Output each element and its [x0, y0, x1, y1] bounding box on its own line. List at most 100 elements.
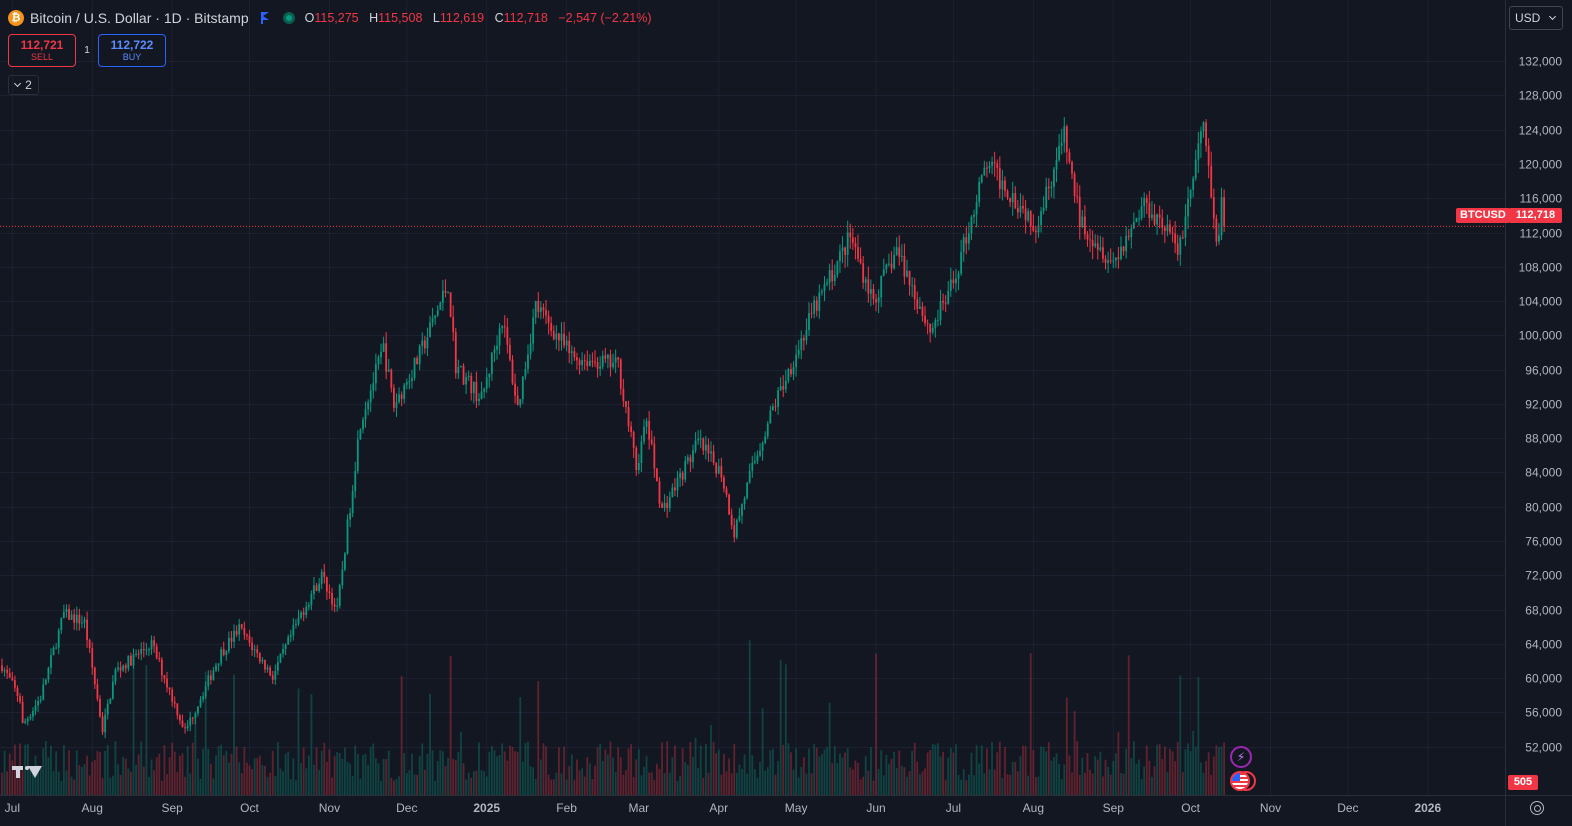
candle-body — [960, 251, 963, 274]
volume-bar — [604, 749, 607, 795]
volume-bar — [671, 757, 674, 795]
candle-body — [818, 292, 821, 311]
candle-body — [797, 349, 800, 355]
candle-body — [488, 373, 491, 378]
time-axis-pane[interactable] — [0, 795, 1505, 826]
candle-body — [648, 420, 651, 440]
volume-bar — [591, 779, 594, 795]
volume-bar — [916, 761, 919, 795]
volume-bar — [32, 771, 34, 795]
candle-body — [1032, 226, 1035, 231]
volume-bar — [679, 775, 681, 795]
event-lightning-icon[interactable]: ⚡ — [1230, 746, 1252, 768]
volume-bar — [75, 750, 78, 795]
candle-body — [52, 647, 55, 656]
candle-body — [385, 343, 388, 372]
buy-button[interactable]: 112,722 BUY — [98, 34, 166, 67]
candle-body — [839, 251, 841, 262]
economic-event-flag-icon[interactable] — [1230, 771, 1256, 791]
volume-bar — [967, 774, 970, 795]
indicators-toggle-button[interactable]: 2 — [8, 75, 39, 95]
candle-body — [931, 327, 934, 333]
volume-bar — [1194, 746, 1197, 795]
settings-gear-icon[interactable] — [1530, 801, 1544, 815]
candle-body — [423, 340, 426, 349]
candle-body — [83, 619, 86, 623]
market-status-icon[interactable] — [282, 12, 295, 24]
time-tick-label: Oct — [1181, 801, 1200, 815]
volume-bar — [594, 765, 596, 795]
volume-bar — [576, 759, 578, 795]
candle-body — [774, 406, 777, 408]
candle-body — [1127, 236, 1130, 238]
candle-body — [212, 670, 215, 680]
volume-bar — [148, 776, 150, 795]
candle-body — [738, 515, 741, 521]
volume-bar — [699, 745, 702, 795]
candle-body — [790, 368, 792, 375]
candle-body — [630, 426, 633, 433]
candle-body — [13, 680, 16, 688]
volume-bar — [369, 746, 372, 795]
volume-bar — [50, 745, 52, 795]
volume-bar — [939, 756, 942, 795]
candle-body — [50, 655, 52, 668]
volume-bar — [70, 776, 73, 795]
candle-body — [699, 438, 702, 440]
candle-body — [284, 644, 287, 649]
volume-bar — [960, 779, 963, 795]
candle-body — [594, 361, 596, 363]
volume-bar — [1050, 760, 1053, 795]
candle-body — [454, 332, 457, 374]
candle-body — [320, 571, 323, 584]
candle-body — [877, 297, 880, 303]
candle-body — [1163, 227, 1166, 232]
buy-label: BUY — [122, 52, 142, 62]
volume-bar — [202, 748, 205, 795]
price-tick-label: 64,000 — [1525, 638, 1562, 652]
candle-body — [380, 351, 382, 358]
volume-bar — [1060, 779, 1063, 795]
candle-body — [640, 441, 643, 463]
volume-bar — [808, 748, 810, 795]
volume-bar — [158, 753, 161, 795]
candle-body — [965, 237, 968, 244]
volume-bar — [844, 752, 847, 795]
candle-body — [676, 477, 679, 491]
volume-bar — [400, 676, 403, 795]
flag-icon[interactable] — [260, 12, 271, 24]
volume-bar — [488, 751, 491, 795]
tradingview-logo-icon[interactable] — [12, 764, 44, 780]
candle-body — [197, 706, 199, 714]
candle-body — [44, 679, 47, 685]
candle-body — [857, 247, 859, 259]
volume-bar — [712, 741, 715, 795]
candle-body — [1179, 237, 1182, 255]
candle-body — [1140, 206, 1143, 219]
candle-body — [1016, 208, 1019, 213]
volume-bar — [426, 753, 429, 795]
candle-body — [784, 380, 787, 390]
currency-select[interactable]: USD — [1509, 6, 1563, 30]
volume-bar — [336, 752, 339, 795]
candle-body — [625, 401, 627, 408]
symbol-title[interactable]: Bitcoin / U.S. Dollar · 1D · Bitstamp — [30, 10, 249, 26]
price-tick-label: 120,000 — [1519, 158, 1563, 172]
time-axis: Jul Aug Sep Oct Nov Dec 2025 Feb Mar Apr May Jun Jul… — [5, 801, 1442, 815]
volume-bar — [1091, 773, 1094, 795]
price-axis-pane[interactable] — [1505, 0, 1572, 826]
volume-bar — [1218, 747, 1220, 795]
volume-bar — [364, 753, 367, 795]
volume-bar — [1189, 751, 1192, 795]
volume-bar — [21, 770, 24, 795]
sell-button[interactable]: 112,721 SELL — [8, 34, 76, 67]
volume-bar — [614, 772, 617, 795]
candle-body — [248, 635, 251, 643]
volume-bar — [109, 777, 112, 795]
candle-body — [111, 681, 114, 699]
volume-bar — [111, 775, 114, 795]
candle-body — [686, 457, 689, 461]
volume-bar — [805, 773, 808, 795]
candle-body — [939, 300, 942, 320]
